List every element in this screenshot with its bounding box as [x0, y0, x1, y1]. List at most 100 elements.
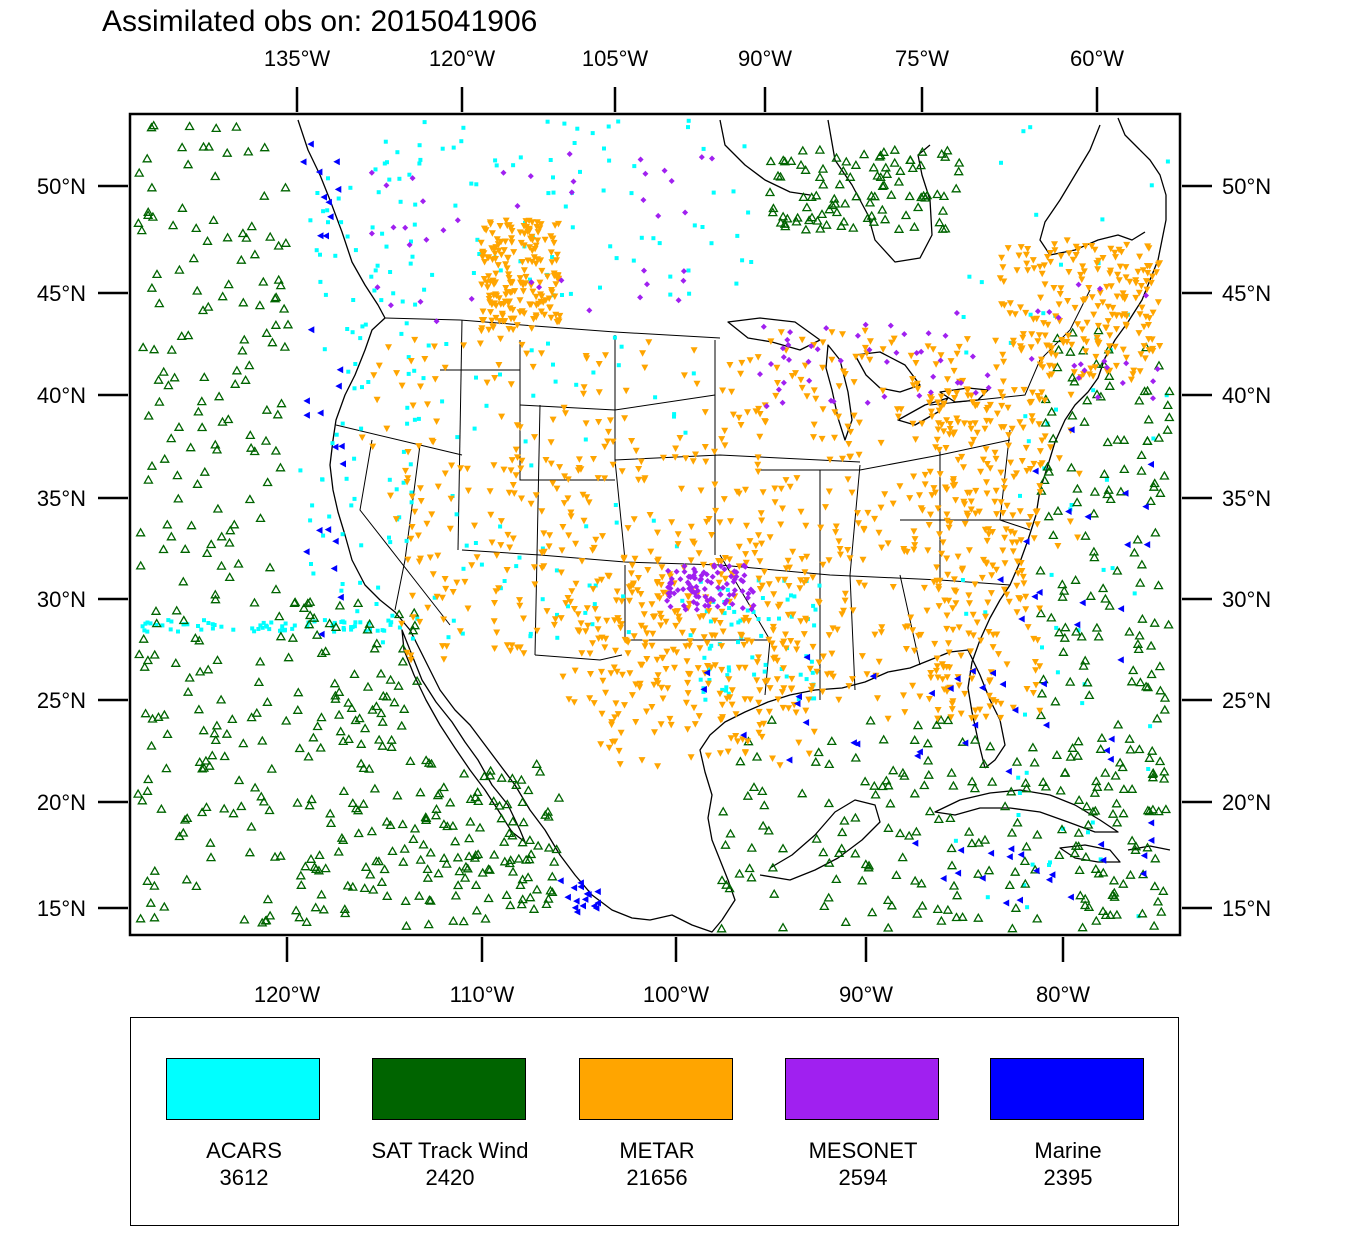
obs-marker [1118, 784, 1130, 794]
obs-marker [438, 852, 450, 862]
obs-marker [529, 348, 534, 353]
obs-marker [352, 624, 357, 629]
obs-marker [540, 311, 548, 319]
obs-marker [471, 905, 482, 915]
obs-marker [784, 611, 792, 619]
obs-marker [629, 191, 634, 196]
obs-marker [236, 254, 247, 264]
obs-marker [1083, 319, 1091, 327]
obs-marker [806, 377, 813, 384]
obs-marker [1104, 364, 1110, 371]
obs-marker [711, 481, 719, 488]
obs-marker [532, 840, 544, 850]
obs-marker [533, 302, 540, 309]
obs-marker [397, 515, 402, 520]
obs-marker [1159, 766, 1170, 776]
obs-marker [945, 431, 953, 438]
obs-marker [330, 441, 335, 446]
obs-marker [358, 620, 363, 625]
obs-marker [831, 409, 839, 416]
obs-marker [167, 220, 179, 230]
obs-marker [1031, 659, 1039, 666]
obs-marker [707, 667, 711, 672]
obs-marker [927, 511, 934, 519]
obs-marker [568, 291, 573, 296]
obs-marker [184, 121, 195, 131]
obs-marker [916, 693, 924, 700]
obs-marker [718, 666, 726, 674]
obs-marker [412, 368, 417, 373]
obs-marker [811, 603, 816, 608]
obs-marker [663, 648, 671, 656]
obs-marker [680, 372, 688, 379]
lat-label-right: 25°N [1222, 688, 1271, 713]
obs-marker [719, 714, 726, 721]
obs-marker [589, 547, 597, 554]
obs-marker [261, 620, 266, 625]
obs-marker [552, 281, 560, 288]
obs-marker [993, 364, 1000, 371]
obs-marker [399, 703, 410, 713]
obs-marker [1030, 535, 1038, 542]
obs-marker [619, 344, 624, 349]
obs-marker [687, 557, 695, 564]
obs-marker [801, 202, 813, 212]
obs-marker [889, 157, 900, 167]
obs-marker [1040, 645, 1044, 650]
obs-marker [928, 396, 936, 403]
obs-marker [538, 508, 546, 515]
obs-marker [1125, 744, 1136, 754]
obs-marker [808, 343, 815, 350]
obs-marker [740, 731, 747, 739]
obs-marker [1067, 410, 1078, 420]
obs-marker [533, 627, 541, 635]
obs-marker [718, 608, 726, 616]
obs-marker [349, 627, 354, 632]
obs-marker [507, 647, 514, 655]
obs-marker [342, 627, 346, 632]
obs-marker [401, 449, 406, 454]
obs-marker [937, 393, 945, 401]
obs-marker [651, 518, 656, 523]
obs-marker [812, 623, 817, 628]
obs-marker [579, 902, 586, 910]
obs-marker [1147, 836, 1155, 844]
obs-marker [770, 645, 778, 653]
obs-marker [839, 331, 846, 338]
legend-count: 21656 [626, 1165, 688, 1190]
obs-marker [917, 505, 925, 512]
obs-marker [675, 613, 683, 621]
obs-marker [819, 688, 827, 696]
obs-marker [368, 169, 375, 176]
obs-marker [893, 349, 900, 356]
top-lon-label: 120°W [429, 46, 496, 71]
obs-marker [574, 382, 579, 387]
obs-marker [836, 843, 847, 853]
obs-marker [1006, 786, 1017, 796]
obs-marker [499, 856, 510, 866]
obs-marker [504, 254, 512, 262]
lat-label-right: 45°N [1222, 281, 1271, 306]
obs-marker [894, 413, 902, 421]
obs-marker [178, 576, 189, 586]
obs-marker [294, 743, 305, 753]
obs-marker [479, 254, 487, 261]
obs-marker [261, 327, 272, 337]
obs-marker [583, 605, 591, 612]
obs-marker [1162, 400, 1173, 410]
obs-marker [418, 157, 423, 162]
obs-marker [334, 432, 339, 437]
obs-marker [410, 254, 415, 259]
obs-marker [492, 314, 500, 322]
obs-marker [379, 864, 390, 874]
obs-marker [1057, 253, 1065, 260]
obs-marker [1089, 486, 1101, 496]
obs-marker [971, 420, 979, 427]
obs-marker [305, 853, 317, 863]
obs-marker [486, 488, 494, 495]
obs-marker [777, 843, 789, 853]
obs-marker [460, 342, 468, 349]
obs-marker [694, 665, 702, 672]
obs-marker [423, 236, 430, 243]
obs-marker [252, 629, 257, 634]
